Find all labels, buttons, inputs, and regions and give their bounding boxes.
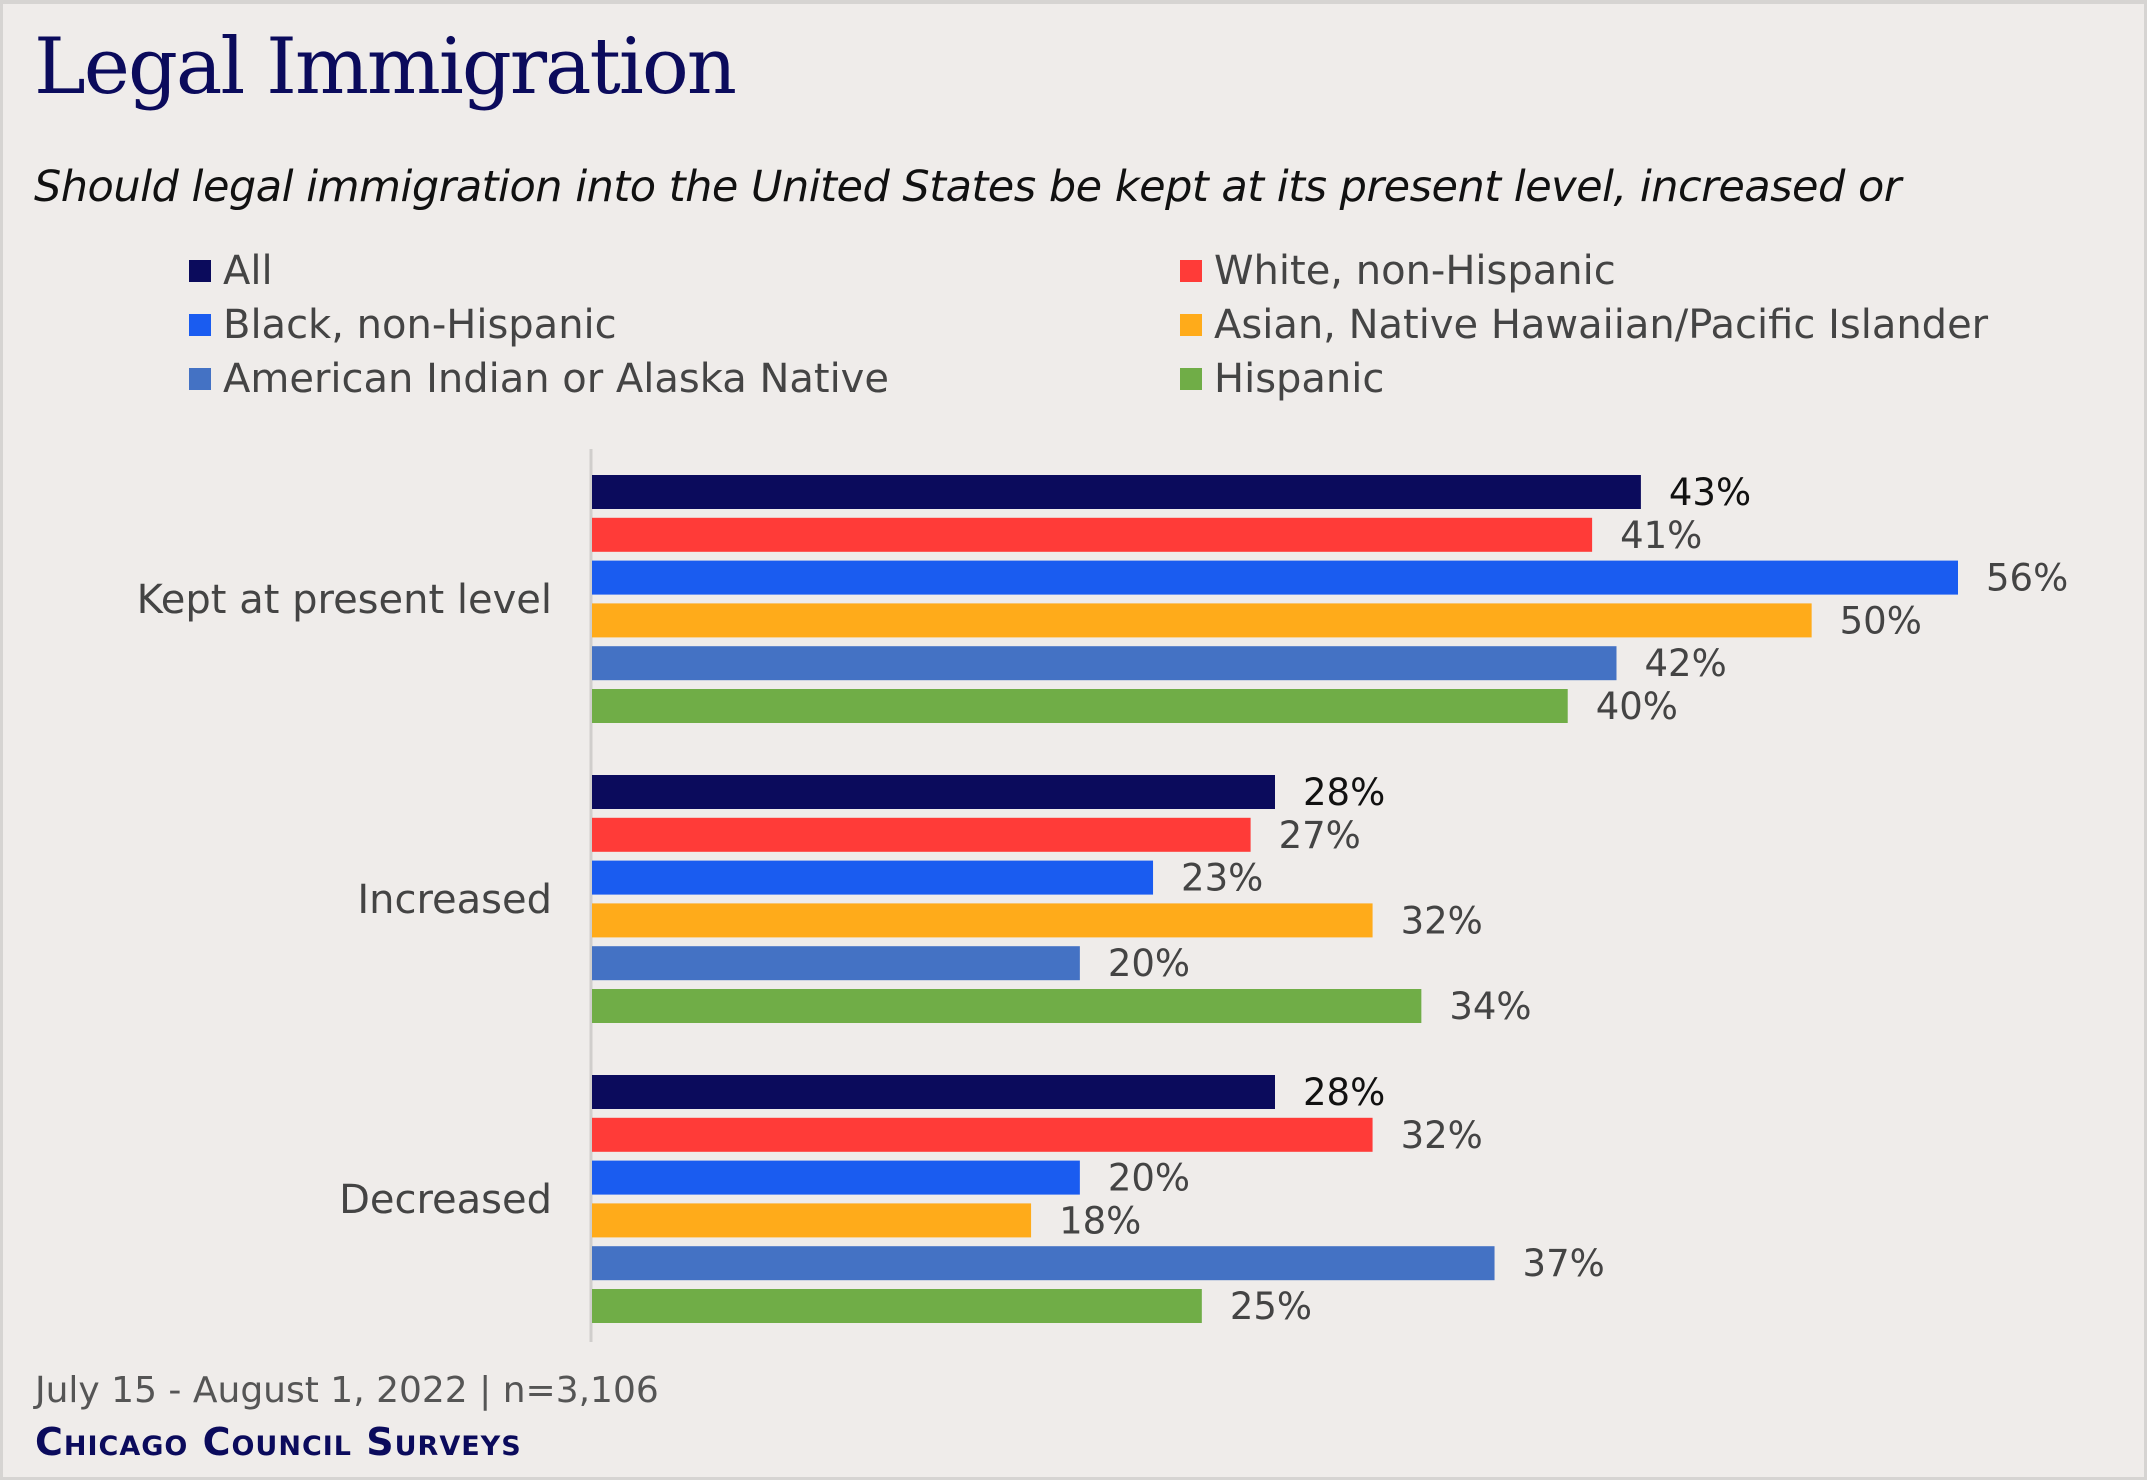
chart-subtitle: Should legal immigration into the United… [34,162,1901,212]
category-label: Kept at present level [137,577,552,623]
data-label: 32% [1401,1114,1483,1157]
brand-logo: Chicago Council Surveys [35,1420,522,1464]
legend-label: Black, non-Hispanic [223,302,617,348]
data-label: 56% [1986,557,2068,600]
legend-item: Black, non-Hispanic [189,302,617,348]
bar [592,1246,1495,1281]
bar [592,689,1568,723]
data-label: 20% [1108,1157,1190,1200]
legend-swatch [189,260,211,282]
legend-item: All [189,248,273,294]
legend-swatch [189,368,211,390]
data-label: 34% [1449,985,1531,1028]
bar [592,1160,1080,1195]
legend-item: White, non-Hispanic [1180,248,1616,294]
bar [592,646,1617,681]
data-label: 43% [1669,471,1751,514]
data-label: 18% [1059,1199,1141,1242]
legend-label: White, non-Hispanic [1214,248,1616,294]
bar [592,1289,1202,1323]
bar [592,775,1275,809]
survey-date-sample: July 15 - August 1, 2022 | n=3,106 [35,1370,659,1411]
legend-label: Hispanic [1214,356,1385,402]
category-label: Increased [357,877,552,923]
data-label: 32% [1401,899,1483,942]
bar [592,1203,1032,1238]
bar [592,517,1593,552]
data-label: 28% [1303,1071,1385,1114]
legend-swatch [189,314,211,336]
legend-label: American Indian or Alaska Native [223,356,889,402]
bar [592,989,1422,1023]
legend-swatch [1180,314,1202,336]
legend-item: American Indian or Alaska Native [189,356,889,402]
legend-swatch [1180,260,1202,282]
legend-item: Hispanic [1180,356,1384,402]
bar [592,817,1251,852]
bar [592,1075,1275,1109]
data-label: 42% [1645,642,1727,685]
bar [592,946,1080,981]
legend-label: All [223,248,273,294]
data-label: 28% [1303,771,1385,814]
data-label: 40% [1596,685,1678,728]
legend-swatch [1180,368,1202,390]
bar [592,560,1958,595]
data-label: 37% [1523,1242,1605,1285]
data-label: 20% [1108,942,1190,985]
data-label: 41% [1620,514,1702,557]
bar [592,475,1641,509]
data-label: 27% [1279,814,1361,857]
bar [592,903,1373,938]
category-label: Decreased [339,1177,552,1223]
data-label: 23% [1181,857,1263,900]
legend-item: Asian, Native Hawaiian/Pacific Islander [1180,302,1988,348]
bar [592,1117,1373,1152]
bar [592,603,1812,638]
bar [592,860,1154,895]
chart-title: Legal Immigration [34,22,737,112]
data-label: 50% [1840,599,1922,642]
data-label: 25% [1230,1285,1312,1328]
legend-label: Asian, Native Hawaiian/Pacific Islander [1214,302,1989,348]
